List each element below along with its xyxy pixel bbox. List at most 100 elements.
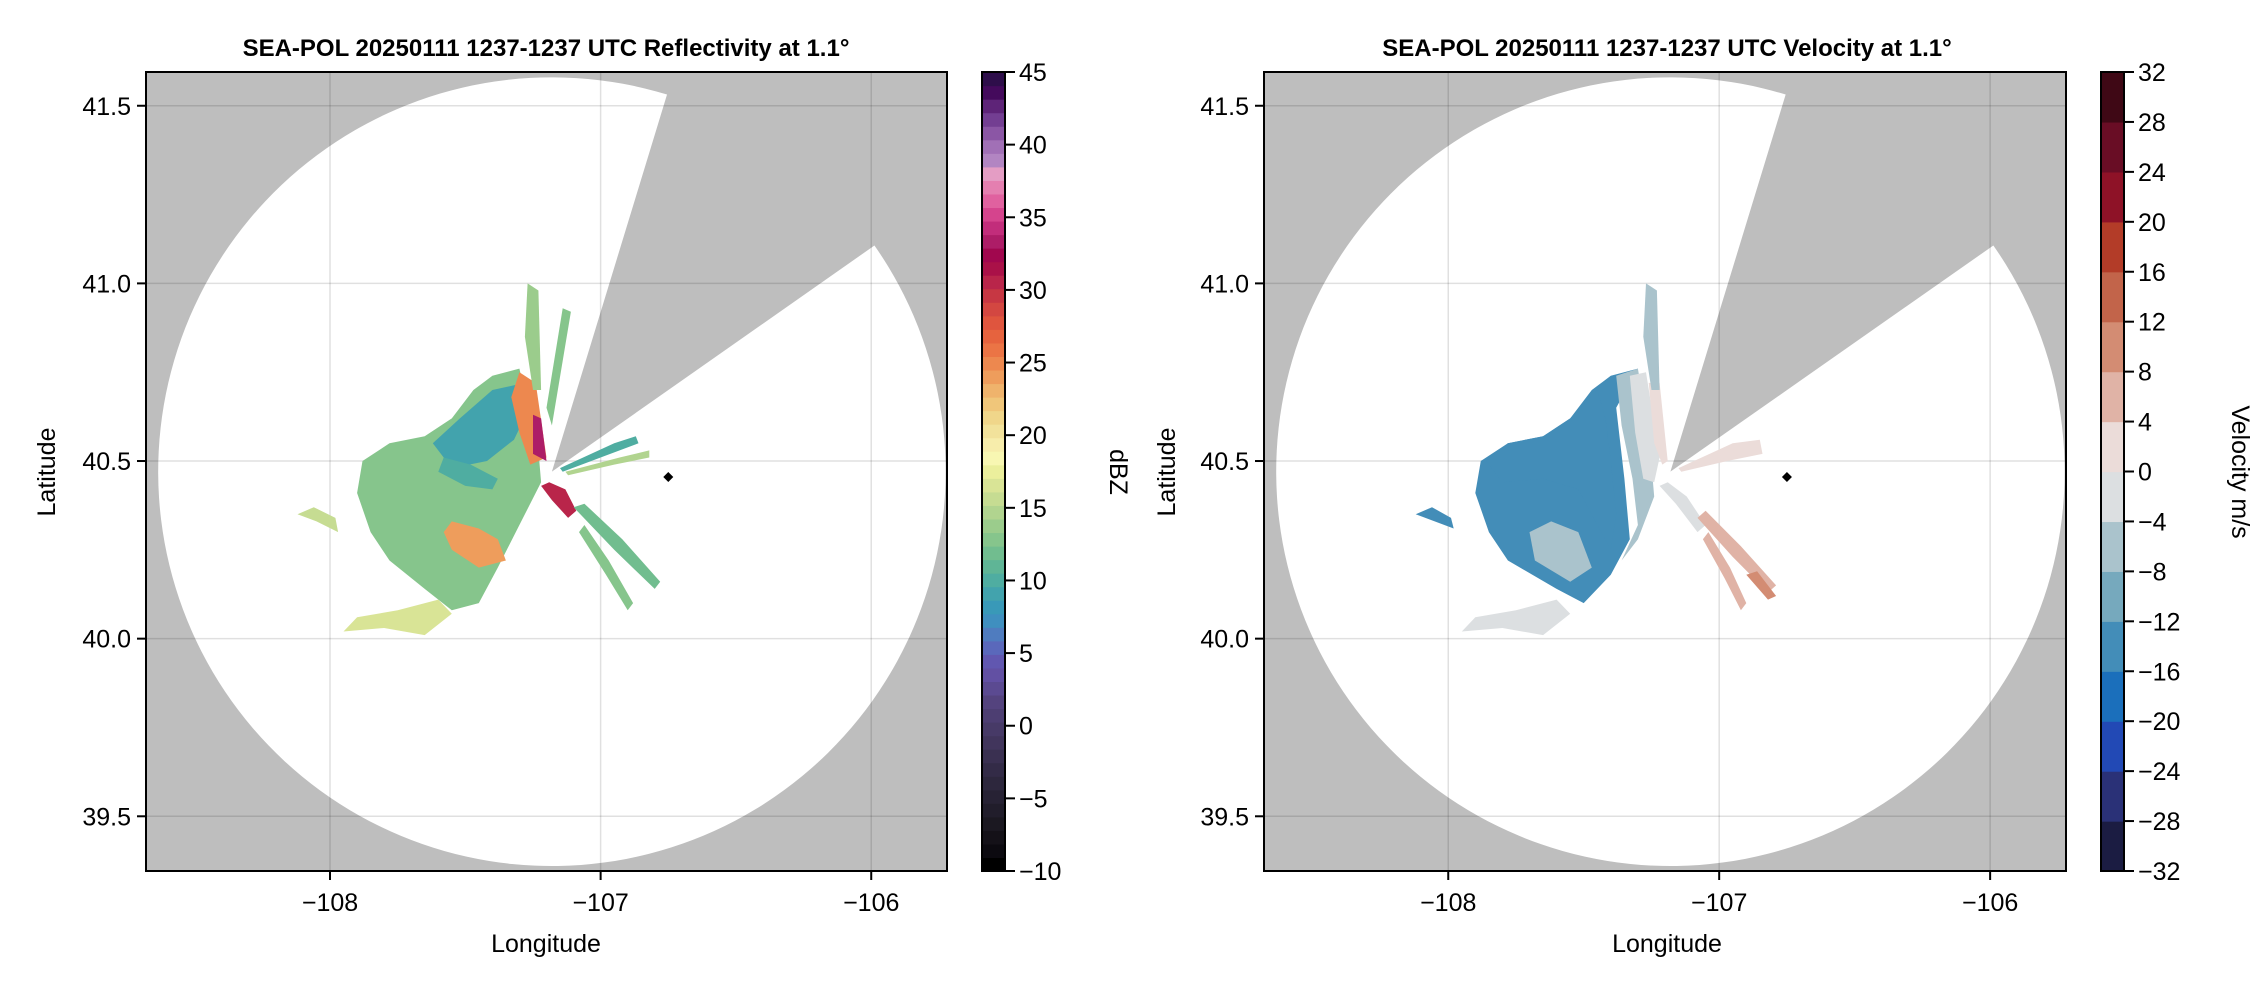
- colorbar-bin: [982, 180, 1005, 195]
- colorbar-bin: [2101, 271, 2124, 323]
- echo-near-radar-core: [533, 414, 547, 461]
- x-tick-label: −106: [843, 889, 899, 917]
- echo-north-streak: [1643, 283, 1660, 390]
- echo-east-streak-outbound: [1678, 439, 1763, 472]
- colorbar-tick-label: 30: [1019, 277, 1047, 305]
- colorbar-bin: [2101, 321, 2124, 373]
- colorbar-bin: [982, 518, 1005, 534]
- velocity-x-axis-label: Longitude: [1612, 930, 1722, 958]
- y-tick-label: 41.5: [82, 93, 131, 121]
- echo-inbound-southwest-light: [1529, 521, 1592, 582]
- colorbar-bin: [982, 857, 1005, 872]
- colorbar-bin: [2101, 72, 2124, 123]
- echo-far-west-fragment: [297, 507, 339, 533]
- colorbar-bin: [982, 722, 1005, 737]
- colorbar-bin: [2101, 571, 2124, 622]
- colorbar-bin: [982, 207, 1005, 222]
- echo-southeast-streak-1: [573, 503, 661, 589]
- colorbar-tick-label: 4: [2138, 409, 2152, 437]
- colorbar-bin: [2101, 371, 2124, 423]
- colorbar-bin: [982, 342, 1005, 357]
- colorbar-bin: [982, 640, 1005, 655]
- colorbar-bin: [982, 464, 1005, 479]
- colorbar-bin: [2101, 421, 2124, 473]
- colorbar-tick-label: 12: [2138, 309, 2166, 337]
- colorbar-bin: [982, 99, 1005, 114]
- axes-frame: [145, 71, 948, 872]
- reflectivity-colorbar-label: dBZ: [1104, 449, 1132, 495]
- colorbar-tick-label: −12: [2138, 608, 2180, 636]
- colorbar-frame: [981, 71, 1006, 872]
- echo-east-streak-2: [565, 450, 650, 476]
- colorbar-bin: [982, 112, 1005, 127]
- colorbar-bin: [2101, 671, 2124, 722]
- colorbar-tick-label: 0: [2138, 459, 2152, 487]
- colorbar-tick-label: 15: [1019, 495, 1047, 523]
- colorbar-tick-label: −20: [2138, 708, 2180, 736]
- y-tick-label: 40.5: [82, 448, 131, 476]
- echo-southwest-tail: [1461, 599, 1571, 636]
- echo-far-west-fragment: [1415, 507, 1454, 529]
- y-tick-label: 39.5: [82, 803, 131, 831]
- y-tick-label: 40.0: [1200, 626, 1249, 654]
- colorbar-tick-label: 5: [1019, 640, 1033, 668]
- colorbar-tick-label: 0: [1019, 713, 1033, 741]
- colorbar-bin: [982, 708, 1005, 723]
- colorbar-bin: [982, 451, 1005, 466]
- colorbar-tick-label: 10: [1019, 567, 1047, 595]
- colorbar-bin: [982, 843, 1005, 859]
- colorbar-bin: [982, 735, 1005, 750]
- velocity-y-axis-label: Latitude: [1153, 428, 1181, 517]
- colorbar-bin: [982, 491, 1005, 506]
- colorbar-bin: [982, 261, 1005, 276]
- colorbar-bin: [982, 586, 1005, 601]
- colorbar-bin: [982, 329, 1005, 344]
- colorbar-bin: [982, 234, 1005, 249]
- colorbar-bin: [982, 803, 1005, 818]
- colorbar-bin: [982, 749, 1005, 764]
- echo-east-streak-1: [560, 436, 639, 472]
- velocity-colorbar: −32 −28 −24 −20 −16 −12 −8 −4 0 4 8 12 16 20 24 28 32: [2100, 59, 2181, 886]
- colorbar-bin: [982, 410, 1005, 425]
- echo-north-streak-1: [524, 283, 542, 390]
- velocity-panel: SEA-POL 20250111 1237-1237 UTC Velocity …: [1153, 35, 2254, 958]
- echo-west-green-core: [432, 382, 528, 469]
- radar-coverage-area: [158, 77, 946, 867]
- colorbar-bin: [982, 126, 1005, 141]
- colorbar-bin: [982, 85, 1005, 100]
- colorbar-bin: [982, 139, 1005, 154]
- colorbar-tick-label: 24: [2138, 159, 2166, 187]
- colorbar-bin: [982, 220, 1005, 236]
- colorbar-tick-label: 25: [1019, 350, 1047, 378]
- echo-southeast-streak-2: [579, 525, 634, 611]
- colorbar-tick-label: −28: [2138, 808, 2180, 836]
- colorbar-bin: [982, 816, 1005, 831]
- reflectivity-panel: SEA-POL 20250111 1237-1237 UTC Reflectiv…: [33, 35, 1132, 958]
- colorbar-bin: [982, 302, 1005, 317]
- colorbar-tick-label: 40: [1019, 132, 1047, 160]
- colorbar-tick-label: 35: [1019, 204, 1047, 232]
- colorbar-bin: [982, 193, 1005, 209]
- radar-coverage-area: [1276, 77, 2065, 867]
- colorbar-tick-label: 20: [1019, 422, 1047, 450]
- colorbar-bin: [982, 288, 1005, 303]
- x-tick-label: −108: [1420, 889, 1476, 917]
- colorbar-bin: [982, 369, 1005, 385]
- colorbar-bin: [982, 72, 1005, 87]
- colorbar-tick-label: 28: [2138, 109, 2166, 137]
- colorbar-bin: [2101, 621, 2124, 672]
- echo-southeast-near-zero: [1659, 482, 1706, 533]
- colorbar-bin: [2101, 821, 2124, 872]
- echo-slight-outbound-north: [1648, 382, 1668, 465]
- colorbar-tick-label: −32: [2138, 858, 2180, 886]
- colorbar-bin: [2101, 771, 2124, 822]
- echo-southeast-streak-tip: [1746, 571, 1777, 600]
- colorbar-tick-label: −24: [2138, 758, 2181, 786]
- colorbar-tick-label: 8: [2138, 359, 2152, 387]
- colorbar-tick-label: 45: [1019, 59, 1047, 87]
- y-tick-label: 41.0: [1200, 270, 1249, 298]
- colorbar-tick-label: −16: [2138, 658, 2180, 686]
- velocity-plot-area: −108 −107 −106 39.5 40.0 40.5 41.0 41.5: [1200, 71, 2067, 917]
- y-tick-label: 39.5: [1200, 803, 1249, 831]
- colorbar-bin: [982, 681, 1005, 696]
